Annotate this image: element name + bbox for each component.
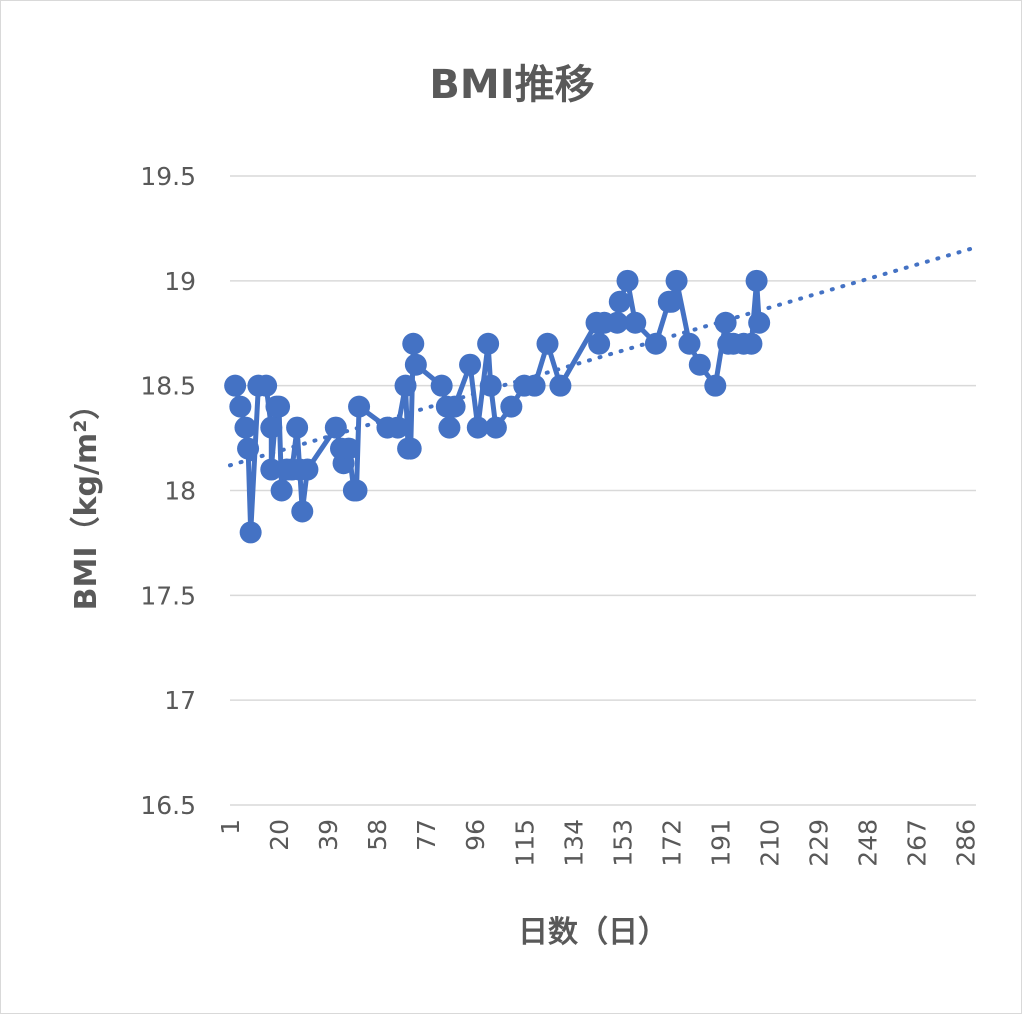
data-point — [260, 416, 283, 439]
x-tick-label: 58 — [363, 819, 392, 851]
data-point — [337, 437, 360, 460]
x-tick-label: 134 — [559, 819, 588, 867]
data-point — [479, 374, 502, 397]
y-tick-label: 17 — [164, 686, 196, 715]
x-tick-label: 191 — [706, 819, 735, 867]
trendline-group — [228, 245, 978, 468]
data-point — [345, 479, 368, 502]
data-point — [740, 332, 763, 355]
x-tick-label: 153 — [608, 819, 637, 867]
data-point — [260, 458, 283, 481]
data-point — [438, 416, 461, 439]
data-point — [500, 395, 523, 418]
series-line — [232, 278, 762, 535]
x-tick-label: 248 — [854, 819, 883, 867]
x-tick-label: 267 — [903, 819, 932, 867]
data-point — [399, 437, 422, 460]
data-point — [402, 332, 425, 355]
data-point — [477, 332, 500, 355]
data-point — [624, 311, 647, 334]
x-tick-labels: 1 20 39 58 77 96 115 134 153 172 191 210 229 248 267 28… — [216, 819, 981, 867]
data-point — [430, 374, 453, 397]
data-point — [714, 311, 737, 334]
y-axis-title: BMI（kg/m²） — [69, 390, 104, 611]
data-point — [678, 332, 701, 355]
data-point — [443, 395, 466, 418]
series-group — [224, 269, 771, 544]
x-tick-label: 96 — [461, 819, 490, 851]
data-point — [291, 500, 314, 523]
data-point — [608, 290, 631, 313]
data-point — [255, 374, 278, 397]
x-tick-label: 77 — [412, 819, 441, 851]
x-tick-label: 229 — [805, 819, 834, 867]
trendline — [228, 245, 978, 468]
gridlines — [230, 175, 976, 806]
data-point — [270, 479, 293, 502]
x-tick-label: 210 — [755, 819, 784, 867]
data-point — [296, 458, 319, 481]
data-point — [386, 416, 409, 439]
data-point — [404, 353, 427, 376]
data-point — [324, 416, 347, 439]
data-point — [660, 290, 683, 313]
data-point — [484, 416, 507, 439]
data-point — [616, 269, 639, 292]
data-point — [459, 353, 482, 376]
y-tick-label: 19.5 — [140, 162, 196, 191]
data-point — [588, 332, 611, 355]
x-tick-label: 172 — [657, 819, 686, 867]
data-point — [644, 332, 667, 355]
data-point — [268, 395, 291, 418]
data-point — [234, 416, 257, 439]
y-tick-label: 18 — [164, 477, 196, 506]
data-point — [745, 269, 768, 292]
data-point — [536, 332, 559, 355]
x-tick-label: 1 — [216, 819, 245, 835]
data-point — [229, 395, 252, 418]
y-tick-label: 18.5 — [140, 372, 196, 401]
data-point — [348, 395, 371, 418]
y-tick-label: 16.5 — [140, 791, 196, 820]
y-tick-label: 19 — [164, 267, 196, 296]
x-tick-label: 39 — [314, 819, 343, 851]
chart-title: BMI推移 — [429, 62, 594, 108]
x-tick-label: 286 — [952, 819, 981, 867]
data-point — [704, 374, 727, 397]
data-point — [549, 374, 572, 397]
data-point — [286, 416, 309, 439]
x-axis-title: 日数（日） — [518, 915, 668, 950]
data-point — [239, 521, 262, 544]
y-tick-labels: 16.5 17 17.5 18 18.5 19 19.5 — [140, 162, 196, 820]
data-point — [606, 311, 629, 334]
x-tick-label: 20 — [265, 819, 294, 851]
data-point — [237, 437, 260, 460]
data-point — [523, 374, 546, 397]
y-tick-label: 17.5 — [140, 581, 196, 610]
data-point — [394, 374, 417, 397]
data-point — [466, 416, 489, 439]
x-tick-label: 115 — [510, 819, 539, 867]
data-point — [748, 311, 771, 334]
data-point — [688, 353, 711, 376]
data-point — [665, 269, 688, 292]
data-point — [224, 374, 247, 397]
